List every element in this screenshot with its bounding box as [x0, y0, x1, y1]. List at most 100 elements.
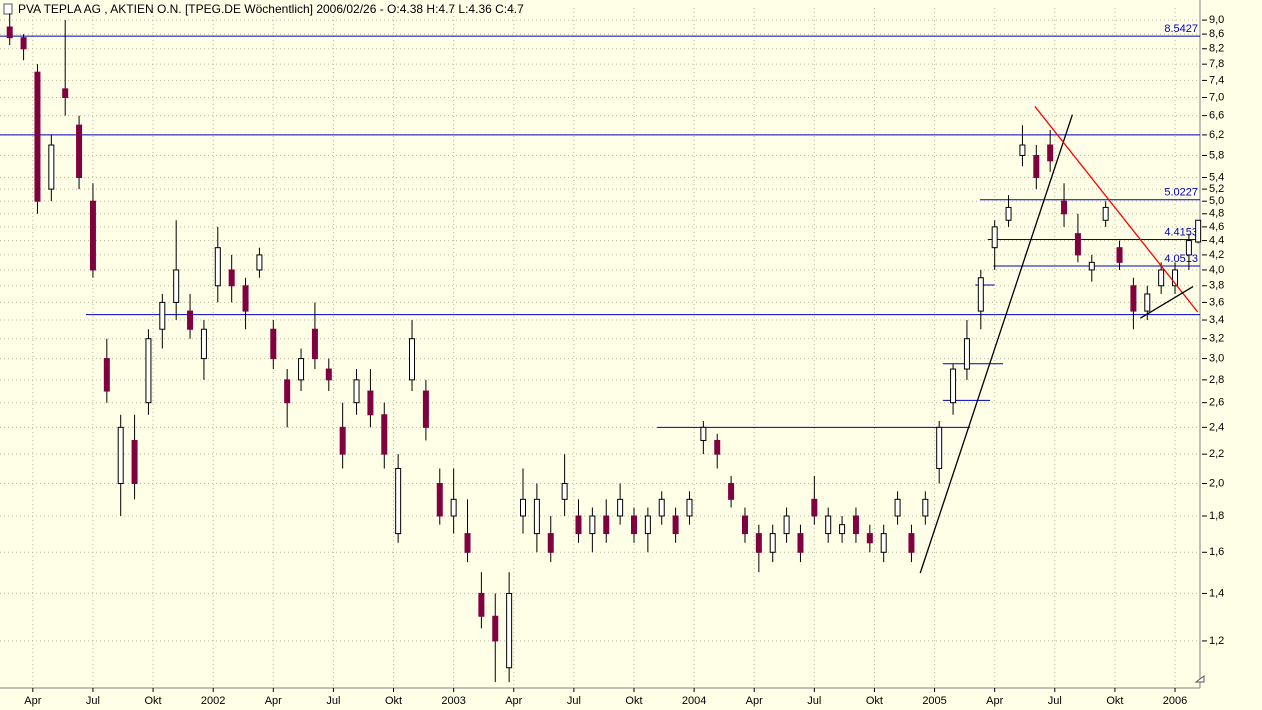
x-tick-label: 2003: [441, 695, 465, 707]
candle-body: [284, 379, 291, 404]
candle-body: [839, 524, 846, 535]
candle-body: [520, 498, 527, 517]
candle-body: [714, 439, 721, 455]
y-tick-label: 2,2: [1209, 448, 1224, 460]
candle-body: [20, 37, 27, 50]
candle-body: [62, 88, 69, 99]
y-tick-label: 5,2: [1209, 183, 1224, 195]
trend-line: [1140, 286, 1194, 319]
y-tick-label: 2,4: [1209, 421, 1224, 433]
line-label: 4.0513: [1164, 253, 1198, 265]
candle-body: [547, 533, 554, 553]
y-tick-label: 1,4: [1209, 587, 1224, 599]
x-tick-label: Apr: [986, 695, 1003, 707]
plot: 9,08,68,27,87,47,06,66,25,85,45,25,04,84…: [0, 8, 1224, 707]
x-tick-label: 2002: [201, 695, 225, 707]
candle-body: [1074, 233, 1081, 256]
candle-body: [825, 515, 832, 535]
x-tick-label: Jul: [807, 695, 821, 707]
candle-body: [797, 533, 804, 553]
y-tick-label: 2,0: [1209, 477, 1224, 489]
candle-body: [644, 515, 651, 535]
candle-body: [395, 467, 402, 535]
candle-body: [700, 426, 707, 441]
candle-body: [991, 226, 998, 249]
candle-body: [1185, 240, 1192, 256]
candle-body: [630, 515, 637, 535]
candle-body: [1005, 206, 1012, 221]
x-tick-label: Okt: [385, 695, 402, 707]
x-tick-label: 2006: [1163, 695, 1187, 707]
icon: [3, 3, 13, 15]
y-tick-label: 8,6: [1209, 28, 1224, 40]
y-tick-label: 5,0: [1209, 195, 1224, 207]
candle-body: [339, 426, 346, 455]
y-tick-label: 4,4: [1209, 234, 1224, 246]
y-tick-label: 4,8: [1209, 208, 1224, 220]
candle-body: [89, 200, 96, 271]
y-tick-label: 1,2: [1209, 635, 1224, 647]
candle-body: [381, 414, 388, 455]
y-tick-label: 4,6: [1209, 221, 1224, 233]
y-tick-label: 7,8: [1209, 58, 1224, 70]
candle-body: [908, 533, 915, 553]
candle-body: [741, 515, 748, 535]
y-tick-label: 7,4: [1209, 74, 1224, 86]
candle-body: [131, 439, 138, 485]
y-tick-label: 5,8: [1209, 149, 1224, 161]
candle-body: [617, 498, 624, 517]
candle-body: [922, 498, 929, 517]
candle-body: [1047, 144, 1054, 162]
y-tick-label: 3,6: [1209, 296, 1224, 308]
candle-body: [34, 71, 41, 202]
candle-body: [506, 592, 513, 669]
candle-body: [1172, 269, 1179, 287]
candle-body: [325, 368, 332, 381]
candle-body: [1116, 247, 1123, 263]
y-tick-label: 2,8: [1209, 374, 1224, 386]
candle-body: [159, 301, 166, 330]
candle-body: [769, 533, 776, 553]
y-tick-label: 3,8: [1209, 280, 1224, 292]
candle-body: [478, 592, 485, 617]
x-tick-label: Okt: [625, 695, 642, 707]
x-tick-label: Okt: [866, 695, 883, 707]
candle-body: [450, 498, 457, 517]
x-tick-label: Apr: [24, 695, 41, 707]
candle-body: [866, 533, 873, 544]
y-tick-label: 7,0: [1209, 91, 1224, 103]
candle-body: [353, 379, 360, 404]
y-tick-label: 5,4: [1209, 171, 1224, 183]
x-tick-label: Apr: [505, 695, 522, 707]
line-label: 5.0227: [1164, 187, 1198, 199]
y-tick-label: 9,0: [1209, 14, 1224, 26]
candle-body: [1144, 293, 1151, 312]
x-tick-label: Okt: [1106, 695, 1123, 707]
candle-body: [880, 533, 887, 553]
candle-body: [6, 26, 13, 39]
candle-body: [103, 358, 110, 392]
candle-body: [755, 533, 762, 553]
candle-body: [783, 515, 790, 535]
candle-body: [76, 124, 83, 178]
candle-body: [728, 483, 735, 500]
candle-body: [811, 498, 818, 517]
candle-body: [48, 144, 55, 190]
candle-body: [117, 426, 124, 485]
candle-body: [1130, 285, 1137, 312]
candle-body: [1102, 206, 1109, 221]
candle-body: [409, 338, 416, 381]
trend-line: [919, 114, 1073, 574]
candle-body: [589, 515, 596, 535]
candle-body: [436, 483, 443, 517]
candle-body: [658, 498, 665, 517]
x-tick-label: Apr: [746, 695, 763, 707]
candle-body: [187, 310, 194, 330]
y-tick-label: 3,2: [1209, 333, 1224, 345]
x-tick-label: Jul: [1048, 695, 1062, 707]
candle-body: [575, 515, 582, 535]
candle-body: [492, 615, 499, 642]
line-label: 4.4153: [1164, 226, 1198, 238]
